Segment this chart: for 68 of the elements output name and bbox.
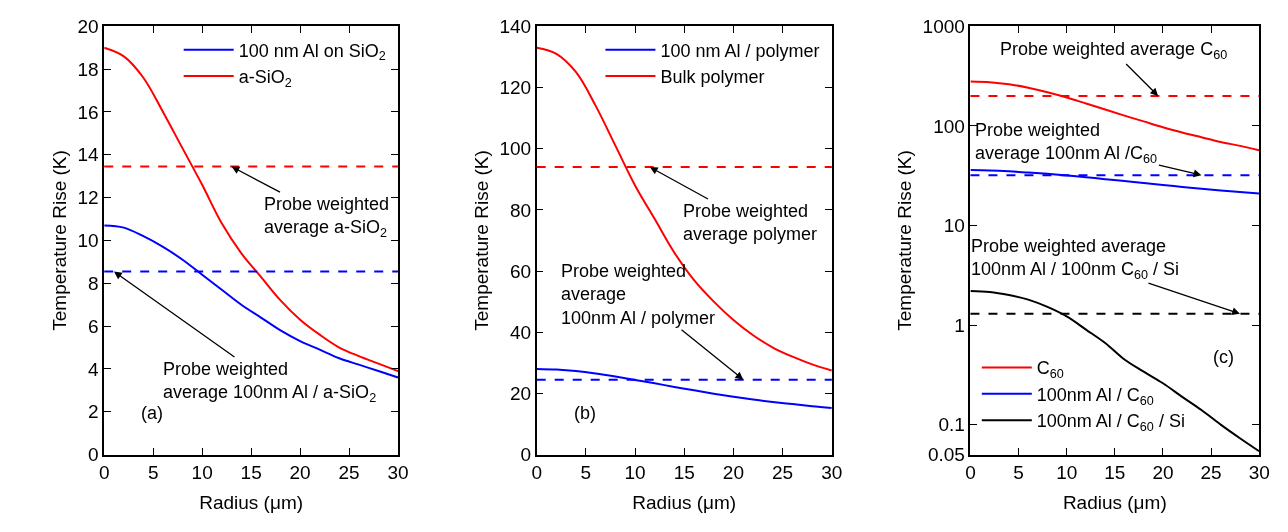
line-series [970, 169, 1260, 195]
x-tick-label: 30 [821, 462, 843, 484]
x-tick-label: 5 [580, 462, 592, 484]
y-tick-label: 18 [77, 58, 99, 80]
annotation: Probe weighted average 100nm Al / polymer [561, 261, 716, 328]
x-axis-title: Radius (μm) [199, 492, 304, 514]
y-tick-label: 16 [77, 101, 99, 123]
x-tick-label: 20 [289, 462, 311, 484]
legend-label: 100nm Al / C$_{60}$ / Si [1036, 411, 1185, 435]
y-tick-label: 140 [499, 16, 532, 37]
x-tick-label: 25 [338, 462, 360, 484]
x-tick-label: 15 [673, 462, 695, 484]
y-axis-title: Temperature Rise (K) [470, 150, 492, 331]
legend-label: 100 nm Al / polymer [660, 40, 820, 61]
x-tick-label: 25 [772, 462, 794, 484]
y-tick-label: 8 [88, 272, 99, 294]
x-tick-label: 30 [387, 462, 409, 484]
y-tick-label: 0.1 [938, 414, 965, 436]
x-tick-label: 20 [722, 462, 745, 484]
legend-label: 100 nm Al on SiO$_{2}$ [238, 40, 386, 64]
y-tick-label: 1 [954, 314, 965, 336]
annotation: Probe weighted average 100nm Al / 100nm C$_{60}$ / Si [971, 236, 1180, 283]
y-tick-label: 12 [77, 187, 99, 209]
y-tick-label: 0 [520, 444, 532, 466]
legend-label: C$_{60}$ [1036, 358, 1064, 382]
annotation: Probe weighted average 100nm Al /C$_{60}$ [975, 120, 1158, 167]
y-axis-title: Temperature Rise (K) [48, 150, 70, 331]
y-tick-label: 10 [943, 215, 965, 237]
x-tick-label: 10 [624, 462, 646, 484]
annotation: (c) [1213, 347, 1234, 367]
x-tick-label: 15 [1104, 462, 1126, 484]
y-axis-title: Temperature Rise (K) [893, 150, 915, 331]
x-tick-label: 10 [191, 462, 213, 484]
x-axis-title: Radius (μm) [1062, 492, 1167, 514]
y-tick-label: 40 [510, 321, 532, 343]
annotation: (a) [141, 403, 163, 423]
y-tick-label: 120 [499, 77, 532, 99]
y-tick-label: 100 [499, 138, 532, 160]
y-tick-label: 14 [77, 144, 100, 166]
y-tick-label: 10 [77, 230, 99, 252]
annotation: Probe weighted average 100nm Al / a-SiO$_{2}$ [163, 359, 377, 406]
y-tick-label: 100 [933, 115, 965, 137]
y-tick-label: 0.05 [927, 444, 965, 466]
annotation: Probe weighted average a-SiO$_{2}$ [264, 194, 390, 241]
x-tick-label: 25 [1200, 462, 1222, 484]
x-tick-label: 20 [1152, 462, 1174, 484]
y-tick-label: 20 [510, 383, 532, 405]
annotation: (b) [574, 403, 596, 423]
legend-label: Bulk polymer [660, 67, 765, 88]
x-tick-label: 10 [1056, 462, 1078, 484]
x-tick-label: 15 [240, 462, 262, 484]
x-tick-label: 5 [1013, 462, 1024, 484]
legend-label: a-SiO$_{2}$ [238, 67, 292, 90]
y-tick-label: 6 [88, 315, 99, 337]
x-tick-label: 30 [1248, 462, 1270, 484]
y-tick-label: 60 [510, 260, 532, 282]
y-tick-label: 4 [88, 358, 100, 380]
legend-label: 100nm Al / C$_{60}$ [1036, 384, 1154, 408]
y-tick-label: 80 [510, 199, 532, 221]
annotation: Probe weighted average C$_{60}$ [1000, 39, 1228, 62]
line-series [536, 46, 832, 372]
annotation: Probe weighted average polymer [683, 201, 818, 245]
x-axis-title: Radius (μm) [632, 492, 737, 514]
y-tick-label: 0 [88, 444, 99, 466]
y-tick-label: 2 [88, 401, 99, 423]
y-tick-label: 20 [77, 16, 99, 37]
x-tick-label: 5 [147, 462, 159, 484]
y-tick-label: 1000 [922, 16, 965, 37]
